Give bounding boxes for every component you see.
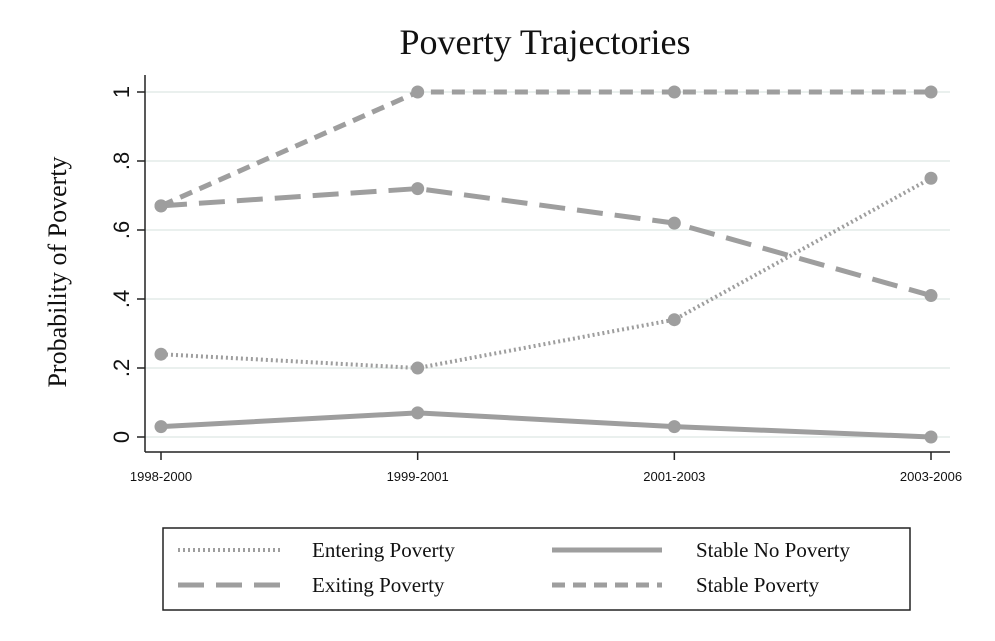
- legend-label-exiting-poverty: Exiting Poverty: [312, 573, 445, 597]
- data-point-stable-poverty: [411, 85, 425, 99]
- y-tick-label: .8: [109, 152, 134, 170]
- x-tick-label: 1998-2000: [130, 469, 192, 484]
- data-point-stable-no-poverty: [667, 420, 681, 434]
- x-tick-label: 2001-2003: [643, 469, 705, 484]
- y-tick-label: 1: [109, 86, 134, 98]
- legend-box: [162, 527, 911, 611]
- chart-title: Poverty Trajectories: [400, 22, 691, 62]
- x-tick-label: 1999-2001: [387, 469, 449, 484]
- y-axis-label: Probability of Poverty: [43, 156, 72, 387]
- legend: Entering Poverty Stable No Poverty Exiting…: [162, 527, 911, 611]
- y-tick-label: .6: [109, 221, 134, 239]
- data-point-stable-no-poverty: [411, 406, 425, 420]
- legend-label-stable-poverty: Stable Poverty: [696, 573, 820, 597]
- data-point-entering-poverty: [667, 313, 681, 327]
- data-point-entering-poverty: [154, 347, 168, 361]
- grid-layer: [145, 91, 950, 438]
- data-point-stable-no-poverty: [924, 430, 938, 444]
- y-tick-label: .4: [109, 290, 134, 308]
- data-point-exiting-poverty: [411, 182, 425, 196]
- series-layer: [154, 85, 938, 444]
- series-line-stable-no-poverty: [160, 410, 932, 440]
- axis-layer: 0 .2 .4 .6 .8 1 1998-2000 1999-2001 2001-2003 200…: [109, 75, 962, 484]
- legend-label-entering-poverty: Entering Poverty: [312, 538, 455, 562]
- x-tick-label: 2003-2006: [900, 469, 962, 484]
- series-line-exiting-poverty: [160, 186, 932, 298]
- series-line-stable-poverty: [159, 89, 931, 209]
- data-point-stable-poverty: [667, 85, 681, 99]
- data-point-stable-poverty: [924, 85, 938, 99]
- data-point-entering-poverty: [411, 361, 425, 375]
- legend-label-stable-no-poverty: Stable No Poverty: [696, 538, 850, 562]
- y-tick-label: 0: [109, 431, 134, 443]
- data-point-exiting-poverty: [667, 216, 681, 230]
- data-point-stable-no-poverty: [154, 420, 168, 434]
- data-point-stable-poverty: [154, 199, 168, 213]
- data-point-exiting-poverty: [924, 289, 938, 303]
- data-point-entering-poverty: [924, 171, 938, 185]
- y-tick-label: .2: [109, 359, 134, 377]
